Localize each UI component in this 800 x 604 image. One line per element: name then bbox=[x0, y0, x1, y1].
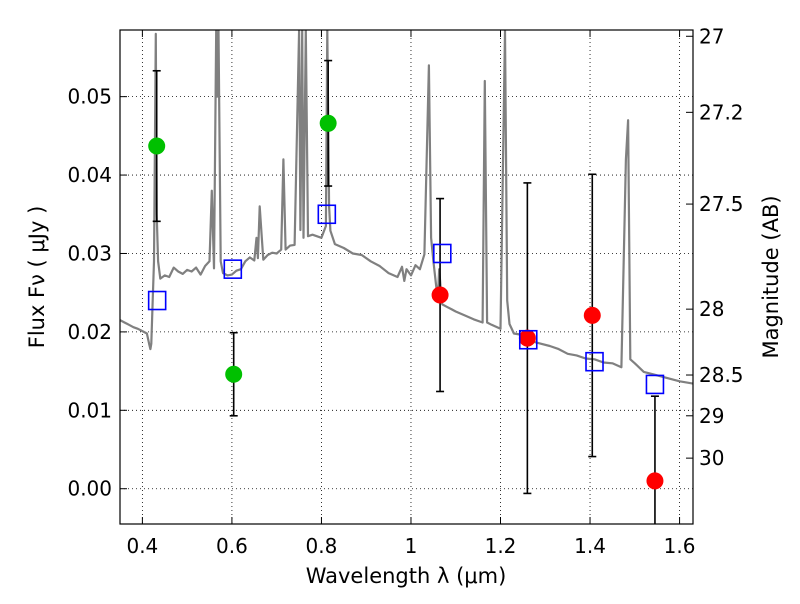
data-point bbox=[319, 114, 337, 132]
model-spectrum-line bbox=[120, 30, 693, 385]
y2-tick-label: 30 bbox=[699, 446, 724, 470]
model-photometry-point bbox=[585, 351, 604, 372]
data-point bbox=[583, 306, 601, 324]
y2-tick-label: 27 bbox=[699, 24, 724, 48]
plot-frame bbox=[119, 29, 694, 525]
data-point bbox=[225, 365, 243, 383]
y-tick-label: 0.00 bbox=[67, 477, 112, 501]
x-tick-label: 1.6 bbox=[664, 534, 696, 558]
data-point bbox=[148, 137, 166, 155]
y-tick-label: 0.04 bbox=[67, 163, 112, 187]
data-point bbox=[518, 329, 536, 347]
model-photometry-point bbox=[147, 290, 167, 311]
data-point bbox=[646, 472, 664, 490]
x-tick-label: 1 bbox=[405, 534, 418, 558]
x-tick-label: 1.4 bbox=[574, 534, 606, 558]
x-tick-label: 0.4 bbox=[126, 534, 158, 558]
data-point bbox=[431, 286, 449, 304]
model-photometry-point bbox=[645, 374, 665, 395]
y-tick-label: 0.03 bbox=[67, 241, 112, 265]
y2-tick-label: 28.5 bbox=[699, 363, 744, 387]
x-tick-label: 1.2 bbox=[485, 534, 517, 558]
y2-axis-title: Magnitude (AB) bbox=[759, 195, 783, 358]
x-tick-label: 0.6 bbox=[216, 534, 248, 558]
model-photometry-point bbox=[317, 204, 337, 225]
plot-area bbox=[120, 30, 693, 524]
y-tick-label: 0.05 bbox=[67, 85, 112, 109]
model-photometry-point bbox=[433, 243, 452, 264]
model-photometry-point bbox=[223, 259, 243, 279]
y2-tick-label: 28 bbox=[699, 297, 724, 321]
y-tick-label: 0.02 bbox=[67, 320, 112, 344]
x-axis-title: Wavelength λ (μm) bbox=[306, 564, 507, 588]
y-axis-title: Flux Fν ( μJy ) bbox=[25, 206, 49, 349]
y2-tick-label: 27.5 bbox=[699, 192, 744, 216]
axis-ticks: 0.4 0.6 0.8 1 1.2 1.4 1.6 0.00 0.01 0.02 0.03 0.04 0… bbox=[67, 24, 743, 558]
y-tick-label: 0.01 bbox=[67, 398, 112, 422]
y2-tick-label: 27.2 bbox=[699, 100, 744, 124]
x-tick-label: 0.8 bbox=[306, 534, 338, 558]
model-photometry-point bbox=[518, 329, 538, 350]
y2-tick-label: 29 bbox=[699, 404, 724, 428]
grid bbox=[120, 30, 693, 524]
